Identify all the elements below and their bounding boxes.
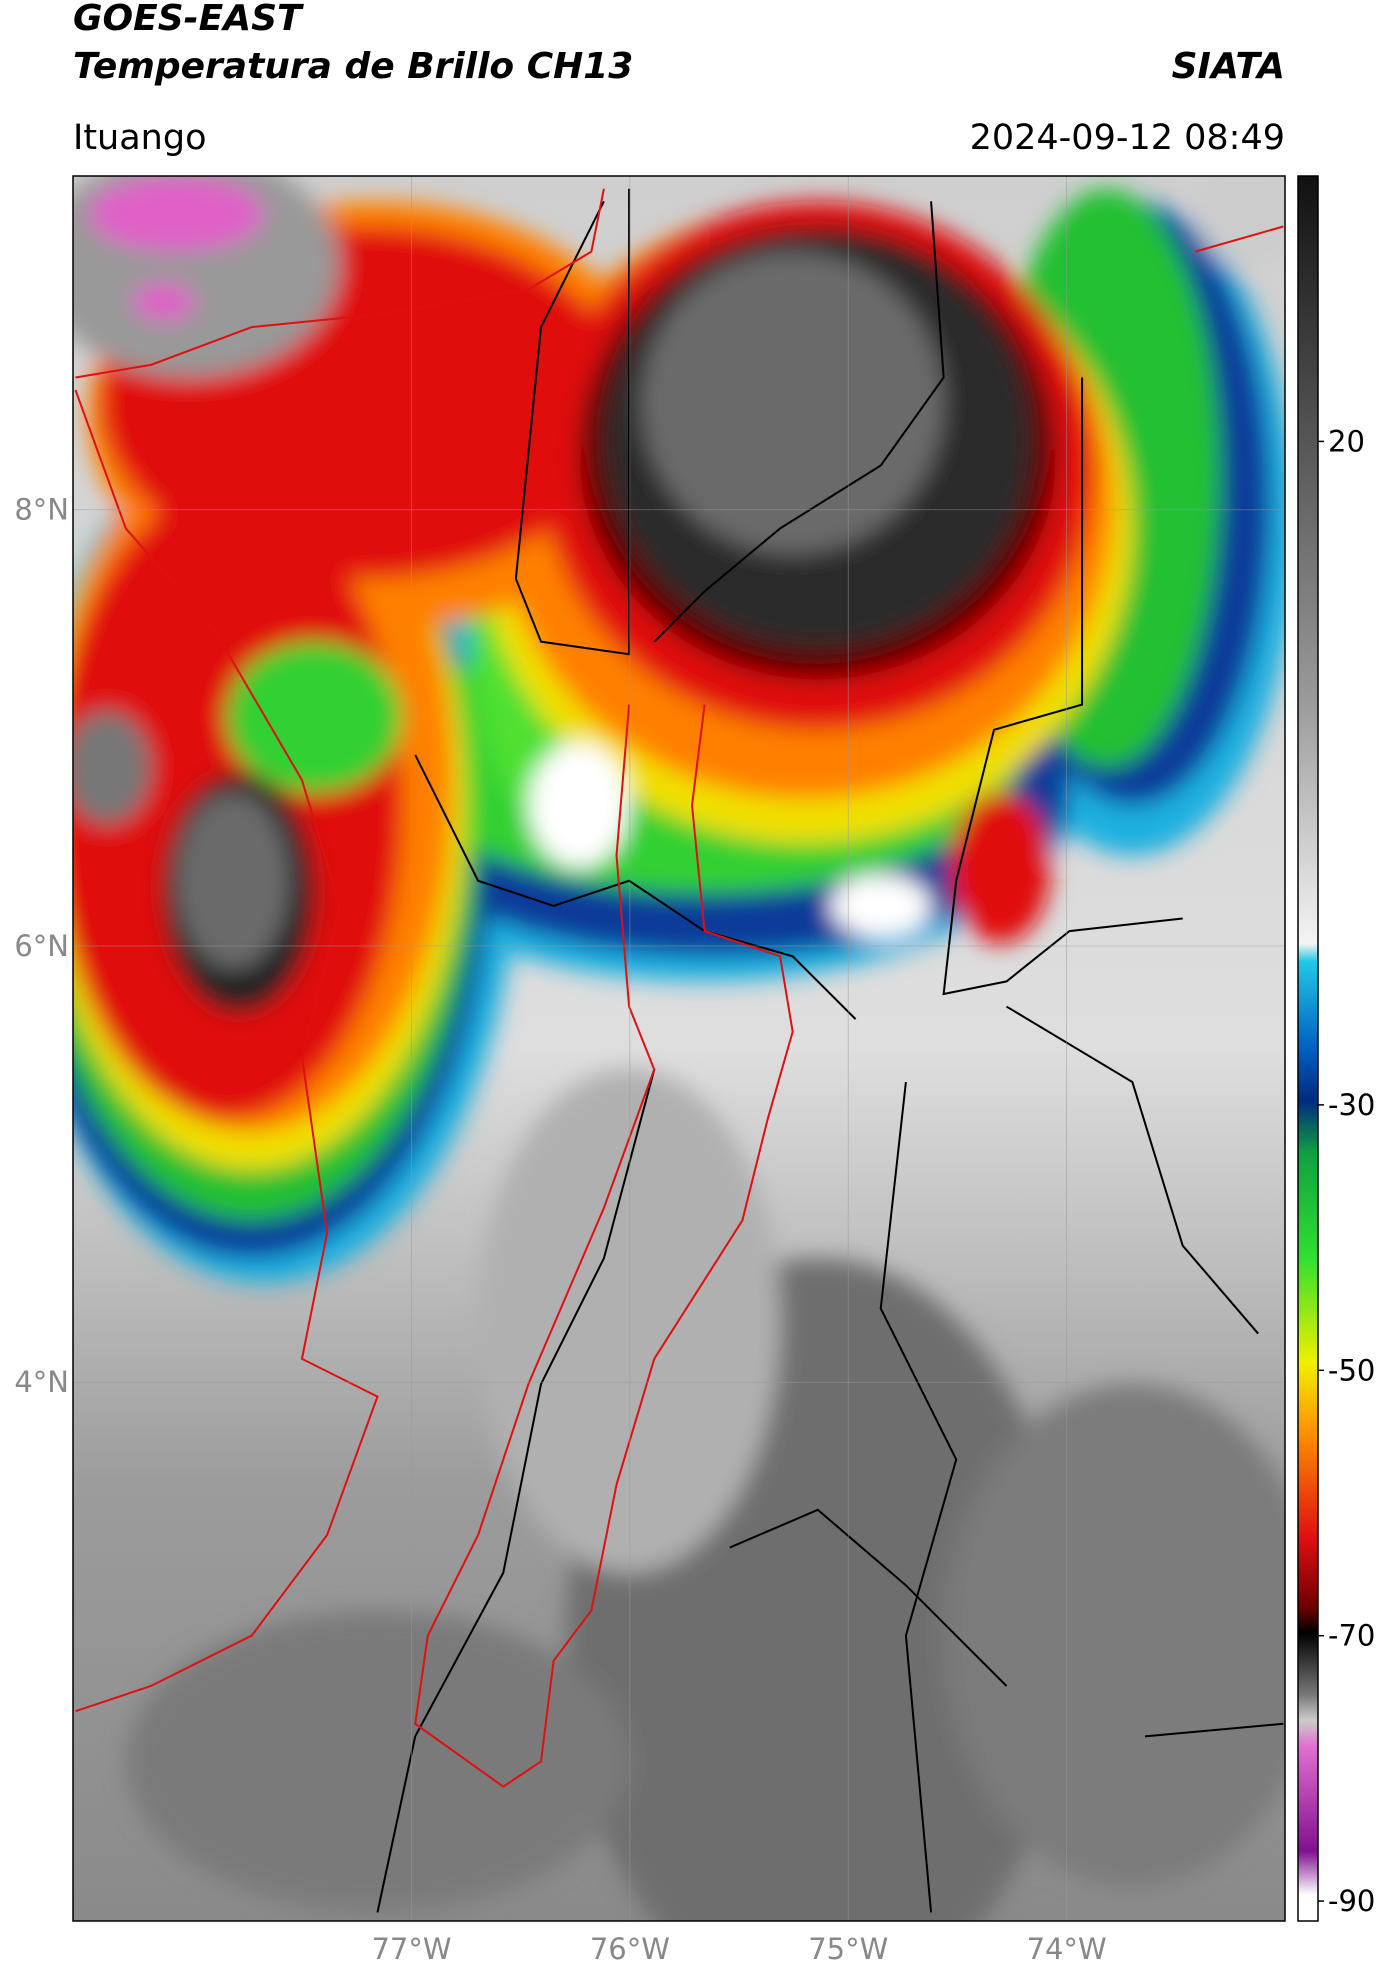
source: SIATA	[1172, 46, 1285, 87]
labels: 8°N 6°N 4°N 77°W 76°W 75°W 74°W 20 -30 -50 -70 -90	[14, 424, 1375, 1966]
datetime: 2024-09-12 08:49	[970, 118, 1285, 158]
lon-tick-label: 74°W	[1027, 1932, 1107, 1966]
colorbar-tick-label: -90	[1328, 1884, 1375, 1918]
location: Ituango	[73, 118, 207, 158]
colorbar-tick-label: -70	[1328, 1619, 1375, 1653]
lat-tick-label: 8°N	[14, 493, 69, 527]
subtitle: Temperatura de Brillo CH13	[73, 46, 633, 87]
lon-tick-label: 76°W	[590, 1932, 670, 1966]
colorbar-tick-label: -30	[1328, 1088, 1375, 1122]
lat-tick-label: 6°N	[14, 929, 69, 963]
colorbar	[1297, 175, 1319, 1922]
colorbar-tick-label: 20	[1328, 424, 1365, 458]
lat-tick-label: 4°N	[14, 1365, 69, 1399]
lon-tick-label: 77°W	[371, 1932, 451, 1966]
satellite-image	[73, 176, 1285, 1921]
graticule	[73, 176, 1285, 1921]
colorbar-tick-label: -50	[1328, 1353, 1375, 1387]
lon-tick-label: 75°W	[808, 1932, 888, 1966]
map-frame	[72, 175, 1286, 1922]
title: GOES-EAST	[73, 0, 304, 39]
